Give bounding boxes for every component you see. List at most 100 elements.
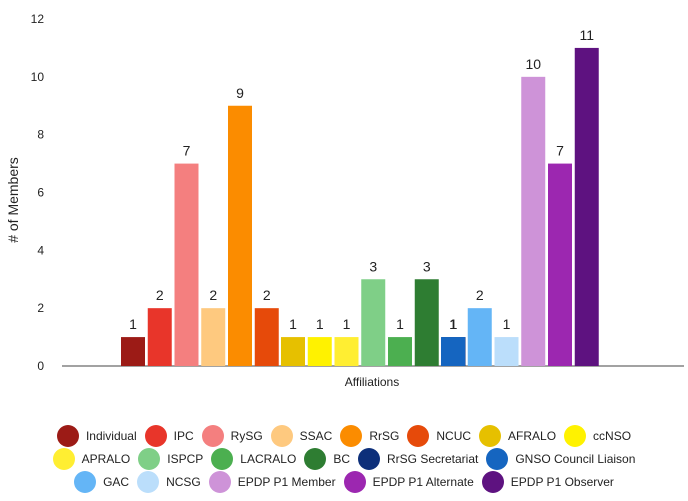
legend-item: LACRALO [211,447,297,470]
legend-swatch [211,447,234,470]
legend-swatch [479,424,502,447]
legend-label: BC [333,451,350,466]
legend-row: APRALO ISPCP LACRALO BC RrSG Secretariat GNSO… [0,447,688,470]
legend-row: GAC NCSG EPDP P1 Member EPDP P1 Alternate EP… [0,470,688,493]
legend-swatch [144,424,167,447]
legend-label: LACRALO [240,451,297,466]
data-label: 9 [236,85,244,101]
legend-label: EPDP P1 Observer [510,474,614,489]
legend-item: EPDP P1 Observer [481,470,614,493]
data-label: 1 [396,316,404,332]
data-label: 7 [556,143,564,159]
legend-item: APRALO [52,447,131,470]
data-label: 11 [579,27,594,43]
data-label: 2 [476,287,484,303]
legend-item: IPC [144,424,194,447]
y-tick-label: 8 [37,128,44,142]
legend-swatch [481,470,504,493]
legend-label: NCUC [436,428,472,443]
data-label: 2 [156,287,164,303]
bar-epdp-p1-alternate [548,163,572,366]
data-label: 3 [369,258,377,274]
legend-item: EPDP P1 Member [208,470,336,493]
legend-swatch [201,424,224,447]
legend-label: GAC [103,474,130,489]
legend-label: ISPCP [167,451,204,466]
bar-ccnso [307,337,332,366]
data-label: 7 [183,143,191,159]
y-tick-label: 10 [31,70,45,84]
legend-item: EPDP P1 Alternate [343,470,474,493]
y-tick-label: 6 [37,186,44,200]
data-label: 2 [209,287,217,303]
bar-ncuc [254,308,279,366]
legend-swatch [56,424,79,447]
bar-gac [467,308,492,366]
legend-label: AFRALO [508,428,557,443]
legend-swatch [357,447,380,470]
legend-label: APRALO [81,451,131,466]
legend-swatch [270,424,293,447]
y-tick-label: 2 [37,301,44,315]
y-axis-title: # of Members [5,157,21,243]
data-label: 1 [343,316,351,332]
legend-swatch [74,470,97,493]
bar-gnso-council-liaison [441,337,465,366]
legend-swatch [564,424,587,447]
legend-swatch [407,424,430,447]
data-label: 1 [450,316,458,332]
data-label: 3 [423,258,431,274]
legend-item: GNSO Council Liaison [486,447,636,470]
legend-swatch [138,447,161,470]
y-tick-label: 4 [37,243,44,257]
y-tick-label: 0 [37,359,44,373]
legend-item: SSAC [270,424,332,447]
x-axis-title: Affiliations [345,375,399,389]
data-label: 1 [449,316,457,332]
data-label: 10 [525,56,541,72]
legend-label: Individual [85,428,137,443]
legend-swatch [137,470,160,493]
bar-epdp-p1-member [521,76,546,366]
bar-rysg [174,163,199,366]
legend-swatch [304,447,327,470]
bar-apralo [334,337,359,366]
legend-item: ISPCP [138,447,204,470]
legend-row: Individual IPC RySG SSAC RrSG NCUC AFRALO ccNSO [0,424,688,447]
legend-label: GNSO Council Liaison [515,451,636,466]
bar-bc [414,279,439,366]
legend-label: RySG [230,428,263,443]
legend-item: RrSG Secretariat [357,447,479,470]
legend-item: GAC [74,470,130,493]
bar-individual [121,337,145,366]
bar-afralo [281,337,305,366]
legend-swatch [343,470,366,493]
legend-label: RrSG Secretariat [386,451,479,466]
bars-group [121,47,599,367]
bar-epdp-p1-observer [574,47,599,367]
legend-item: RySG [201,424,263,447]
data-label: 1 [503,316,511,332]
legend-item: Individual [56,424,137,447]
bar-ipc [147,308,172,366]
bar-ncsg [494,337,519,366]
y-axis: 0 2 4 6 8 10 12 [31,12,45,373]
legend-label: EPDP P1 Member [237,474,336,489]
legend-item: NCSG [137,470,201,493]
legend-label: NCSG [166,474,201,489]
legend-item: AFRALO [479,424,557,447]
bar-lacralo [388,337,412,366]
legend-label: IPC [173,428,194,443]
data-label: 1 [316,316,324,332]
y-tick-label: 12 [31,12,45,26]
bar-rrsg [228,105,252,366]
legend-item: ccNSO [564,424,631,447]
data-label: 2 [263,287,271,303]
legend-label: RrSG [369,428,400,443]
bar-ssac [201,308,226,366]
legend-item: RrSG [340,424,400,447]
legend: Individual IPC RySG SSAC RrSG NCUC AFRALO ccNSO… [0,424,688,493]
legend-swatch [52,447,75,470]
